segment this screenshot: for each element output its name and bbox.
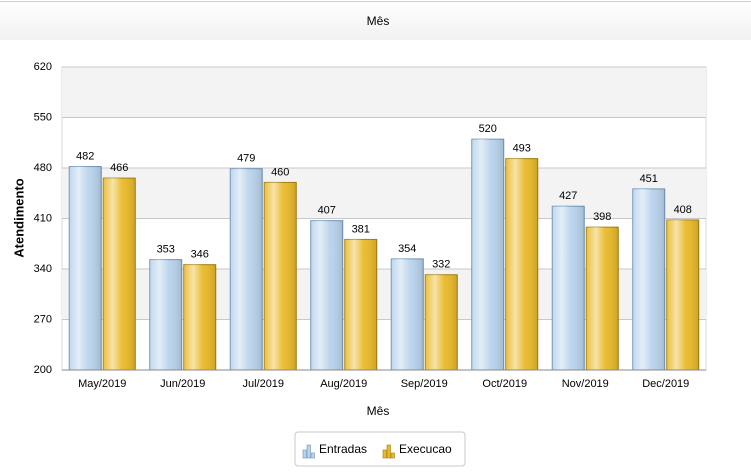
y-tick-label: 550	[34, 111, 52, 123]
data-label: 460	[271, 166, 289, 178]
data-label: 354	[398, 243, 416, 255]
x-tick-label: Sep/2019	[401, 378, 448, 390]
header-band	[0, 0, 751, 40]
x-tick-label: Oct/2019	[482, 378, 527, 390]
bar	[666, 219, 700, 371]
x-tick-label: May/2019	[78, 378, 126, 390]
bar	[310, 220, 344, 371]
y-tick-label: 270	[34, 313, 52, 325]
legend-icon	[310, 452, 315, 459]
y-tick-label: 410	[34, 212, 52, 224]
grid-band	[62, 168, 706, 219]
y-tick-label: 340	[34, 263, 52, 275]
data-label: 408	[674, 204, 692, 216]
data-label: 451	[640, 173, 658, 185]
legend-icon	[302, 449, 307, 459]
bar	[263, 181, 297, 371]
legend-icon	[306, 444, 311, 459]
data-label: 353	[157, 244, 175, 256]
bar	[632, 188, 666, 371]
bar	[149, 259, 183, 371]
bar	[424, 274, 458, 371]
bar	[102, 177, 136, 371]
data-label: 407	[318, 205, 336, 217]
bar	[585, 226, 619, 371]
x-tick-label: Jun/2019	[160, 378, 205, 390]
x-tick-label: Jul/2019	[242, 378, 284, 390]
legend-icon	[382, 449, 387, 459]
x-tick-label: Aug/2019	[320, 378, 367, 390]
legend-icon	[386, 444, 391, 459]
chart-title: Mês	[367, 14, 390, 28]
bar	[471, 138, 505, 371]
data-label: 493	[513, 143, 531, 155]
data-label: 427	[559, 190, 577, 202]
y-axis-title: Atendimento	[11, 178, 26, 258]
x-tick-label: Nov/2019	[562, 378, 609, 390]
data-label: 479	[237, 153, 255, 165]
grid-band	[62, 67, 706, 118]
bar	[344, 238, 378, 371]
bar	[505, 158, 539, 371]
data-label: 398	[593, 211, 611, 223]
bar	[68, 166, 102, 371]
data-label: 346	[191, 249, 209, 261]
legend-label: Execucao	[399, 442, 452, 456]
y-tick-label: 620	[34, 61, 52, 73]
data-label: 381	[352, 223, 370, 235]
y-tick-label: 480	[34, 162, 52, 174]
data-label: 332	[432, 259, 450, 271]
bar	[229, 168, 263, 371]
x-axis-title: Mês	[367, 404, 390, 418]
y-tick-label: 200	[34, 364, 52, 376]
data-label: 482	[76, 150, 94, 162]
x-tick-label: Dec/2019	[642, 378, 689, 390]
legend-box	[294, 431, 466, 467]
data-label: 466	[110, 162, 128, 174]
bar	[183, 264, 217, 371]
legend-icon	[390, 452, 395, 459]
legend-label: Entradas	[319, 442, 367, 456]
bar	[390, 258, 424, 371]
data-label: 520	[479, 123, 497, 135]
bar	[551, 205, 585, 371]
